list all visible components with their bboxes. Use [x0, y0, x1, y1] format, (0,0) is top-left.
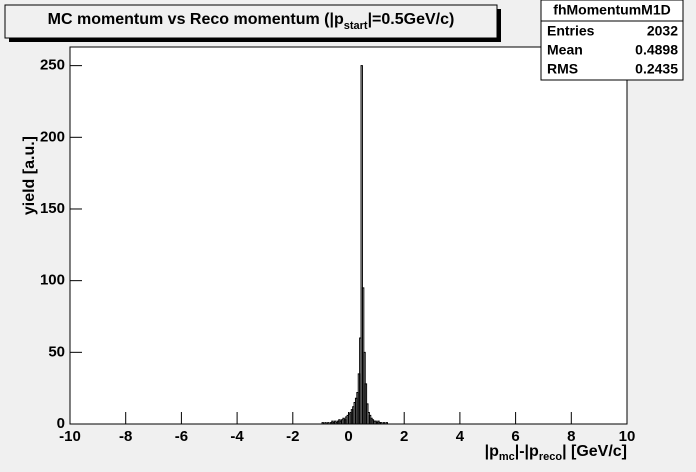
- x-label-sub: reco: [539, 451, 563, 463]
- x-label-part: |p: [485, 443, 499, 460]
- y-tick-label: 250: [40, 57, 65, 74]
- histogram-bin: [385, 422, 388, 424]
- x-label-sub: mc: [499, 451, 515, 463]
- stats-title: fhMomentumM1D: [553, 2, 670, 18]
- histogram-bin: [321, 422, 324, 424]
- x-tick-label: -10: [59, 428, 81, 445]
- x-tick-label: 6: [511, 428, 519, 445]
- x-label-part: |-|p: [515, 443, 539, 460]
- x-tick-label: 10: [619, 428, 636, 445]
- x-label-part: | [GeV/c]: [562, 443, 627, 460]
- stats-value: 0.4898: [635, 42, 678, 58]
- y-tick-label: 200: [40, 128, 65, 145]
- stats-label: Mean: [547, 42, 583, 58]
- chart-title: MC momentum vs Reco momentum (|pstart|=0…: [48, 11, 455, 32]
- y-tick-label: 150: [40, 200, 65, 217]
- x-tick-label: 2: [400, 428, 408, 445]
- y-tick-label: 50: [48, 343, 65, 360]
- x-tick-label: -8: [119, 428, 132, 445]
- y-tick-label: 100: [40, 272, 65, 289]
- stats-label: Entries: [547, 23, 595, 39]
- title-box: [4, 4, 498, 39]
- stats-box: [540, 0, 684, 81]
- histogram-bin: [382, 422, 386, 424]
- stats-value: 2032: [647, 23, 678, 39]
- x-tick-label: -6: [175, 428, 188, 445]
- frame: [69, 46, 628, 425]
- x-tick-label: 0: [344, 428, 352, 445]
- histogram-bin: [324, 422, 327, 424]
- histogram-bin: [380, 422, 383, 424]
- x-tick-label: 8: [567, 428, 575, 445]
- y-axis-label: yield [a.u.]: [21, 136, 38, 215]
- stats-value: 0.2435: [635, 61, 678, 77]
- title-part: MC momentum vs Reco momentum (|p: [48, 11, 344, 28]
- histogram-bin: [327, 422, 330, 424]
- y-tick-label: 0: [57, 415, 65, 432]
- title-part: |=0.5GeV/c): [368, 11, 455, 28]
- title-sub: start: [344, 20, 368, 32]
- histogram-bin: [360, 65, 363, 424]
- stats-label: RMS: [547, 61, 578, 77]
- x-tick-label: -2: [286, 428, 299, 445]
- x-axis-label: |pmc|-|preco| [GeV/c]: [485, 443, 627, 463]
- x-tick-label: 4: [456, 428, 465, 445]
- x-tick-label: -4: [230, 428, 244, 445]
